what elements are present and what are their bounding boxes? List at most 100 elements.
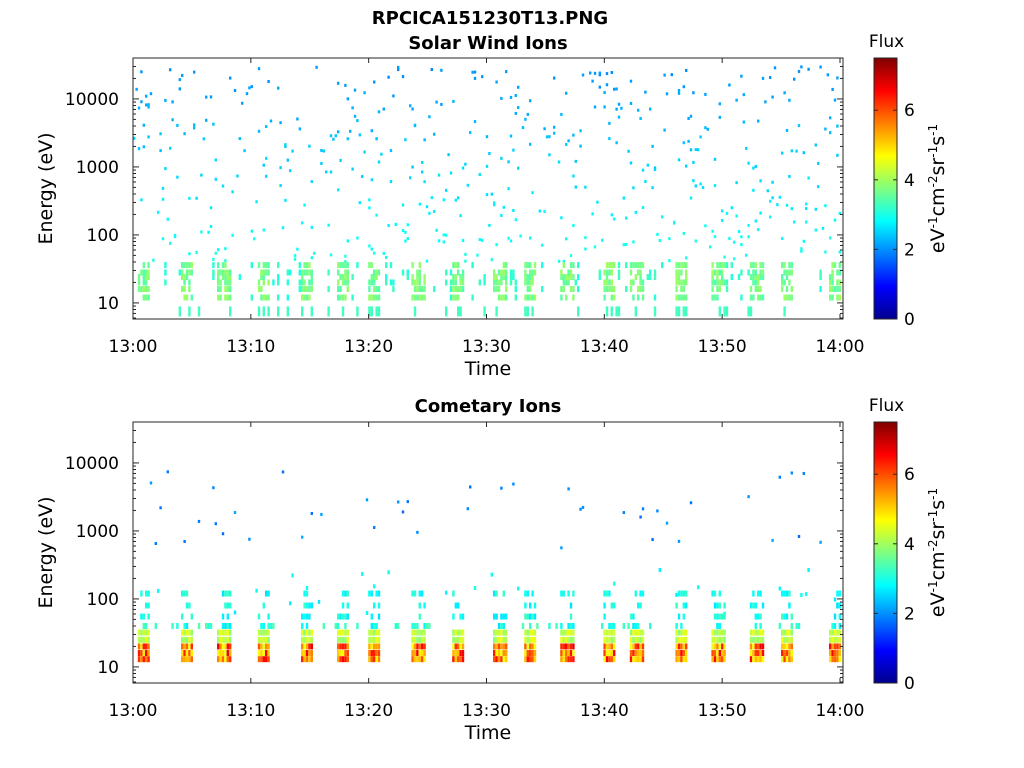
flux-cell (344, 590, 347, 597)
flux-cell (728, 83, 731, 87)
flux-cell (341, 262, 345, 269)
flux-cell (752, 650, 755, 657)
flux-cell (629, 286, 633, 293)
flux-cell (500, 486, 503, 490)
flux-cell (697, 148, 700, 152)
flux-cell (257, 643, 261, 650)
flux-cell (181, 286, 184, 293)
flux-cell (730, 262, 733, 269)
flux-cell (161, 186, 165, 190)
flux-cell (147, 613, 150, 620)
flux-cell (284, 198, 287, 202)
flux-cell (212, 486, 215, 490)
flux-cell (140, 636, 143, 643)
flux-cell (529, 643, 532, 650)
flux-cell (457, 629, 460, 636)
flux-cell (562, 650, 565, 657)
flux-cell (229, 590, 232, 597)
flux-cell (368, 656, 371, 663)
flux-cell (500, 656, 503, 663)
flux-cell (459, 643, 462, 650)
flux-cell (500, 622, 503, 629)
flux-cell (838, 613, 841, 620)
flux-cell (713, 650, 717, 657)
flux-cell (257, 279, 261, 286)
flux-cell (680, 622, 683, 629)
flux-cell (682, 306, 685, 317)
flux-cell (224, 274, 227, 281)
flux-cell (800, 592, 803, 597)
flux-cell (718, 262, 721, 269)
flux-cell (629, 269, 633, 276)
flux-cell (817, 161, 820, 165)
flux-cell (749, 636, 753, 643)
flux-cell (663, 73, 666, 77)
flux-cell (370, 294, 373, 301)
flux-cell (639, 643, 642, 650)
flux-cell (497, 294, 501, 301)
flux-cell (339, 286, 342, 293)
flux-cell (807, 67, 810, 71)
flux-cell (197, 306, 201, 317)
flux-cell (147, 269, 150, 276)
flux-cell (682, 85, 685, 89)
flux-cell (637, 262, 640, 269)
flux-cell (560, 656, 563, 663)
flux-cell (483, 279, 486, 286)
flux-cell (265, 629, 268, 636)
flux-cell (603, 269, 606, 276)
flux-cell (298, 279, 301, 286)
flux-cell (531, 294, 534, 301)
flux-cell (373, 602, 376, 609)
flux-cell (680, 636, 683, 643)
flux-cell (562, 286, 565, 293)
flux-cell (682, 294, 685, 301)
flux-cell (577, 306, 580, 317)
flux-cell (301, 274, 304, 281)
flux-cell (764, 100, 767, 104)
flux-cell (509, 95, 513, 99)
flux-cell (785, 294, 789, 301)
flux-cell (641, 636, 645, 643)
flux-cell (344, 636, 347, 643)
flux-cell (805, 207, 808, 211)
flux-cell (502, 622, 505, 629)
flux-cell (533, 656, 537, 663)
flux-cell (524, 117, 527, 121)
flux-cell (377, 306, 381, 317)
flux-cell (368, 294, 371, 301)
flux-cell (814, 228, 817, 232)
flux-cell (742, 93, 745, 97)
flux-cell (565, 142, 568, 146)
flux-cell (752, 274, 755, 281)
flux-cell (567, 636, 570, 643)
flux-cell (754, 643, 757, 650)
flux-cell (555, 622, 558, 629)
flux-cell (495, 656, 498, 663)
flux-cell (526, 294, 529, 301)
flux-cell (677, 636, 681, 643)
flux-cell (452, 279, 455, 286)
flux-cell (137, 629, 141, 636)
flux-cell (802, 151, 805, 155)
flux-cell (423, 650, 426, 657)
flux-cell (181, 629, 184, 636)
flux-cell (529, 622, 532, 629)
flux-cell (754, 219, 757, 223)
flux-cell (212, 269, 215, 276)
flux-cell (778, 195, 781, 199)
flux-cell (452, 613, 455, 620)
flux-cell (265, 636, 268, 643)
flux-cell (562, 656, 565, 663)
flux-cell (277, 274, 280, 281)
flux-cell (265, 294, 268, 301)
figure-title: RPCICA151230T13.PNG (372, 8, 608, 29)
flux-cell (605, 643, 609, 650)
flux-cell (493, 274, 496, 281)
flux-cell (509, 279, 513, 286)
flux-cell (466, 183, 469, 187)
flux-cell (677, 88, 681, 92)
flux-cell (745, 253, 748, 257)
flux-cell (747, 161, 750, 165)
